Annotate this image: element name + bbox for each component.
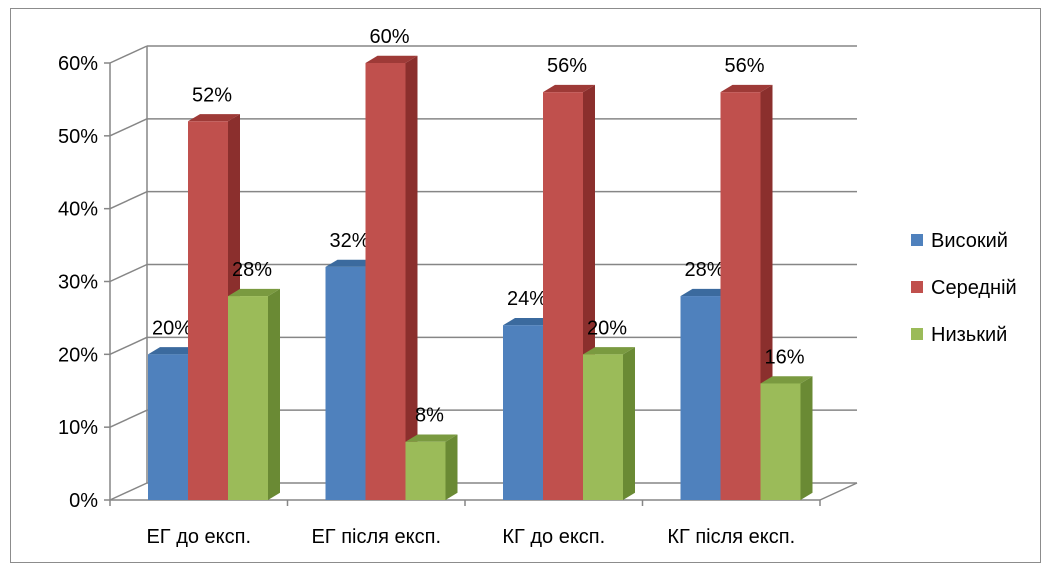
bar	[228, 296, 268, 500]
bar-top	[543, 84, 595, 93]
bar-side	[268, 288, 280, 500]
gridline-side	[109, 336, 148, 356]
y-tick-label: 10%	[58, 417, 98, 439]
data-label: 28%	[684, 259, 724, 281]
bar	[543, 92, 583, 500]
category-label: КГ до експ.	[502, 526, 605, 548]
data-label: 16%	[764, 346, 804, 368]
bar	[188, 121, 228, 501]
floor-right-edge	[819, 482, 858, 501]
y-tick-label: 60%	[58, 53, 98, 75]
bar	[325, 266, 366, 500]
bar-top	[720, 84, 773, 93]
bar-top	[583, 347, 635, 355]
legend-label: Середній	[931, 277, 1017, 299]
y-tick-label: 20%	[58, 344, 98, 366]
bar-top	[228, 288, 280, 297]
data-label: 20%	[587, 317, 627, 339]
data-label: 56%	[547, 55, 587, 77]
bar-top	[760, 376, 813, 384]
legend-label: Високий	[931, 230, 1008, 252]
gridline-side	[109, 190, 148, 210]
legend-label: Низький	[931, 324, 1007, 346]
legend-swatch	[911, 328, 923, 340]
data-label: 60%	[369, 26, 409, 48]
category-label: ЕГ після експ.	[311, 526, 441, 548]
data-label: 24%	[507, 288, 547, 310]
data-label: 28%	[232, 259, 272, 281]
data-label: 52%	[192, 84, 232, 106]
bar-side	[623, 347, 635, 500]
gridline-side	[109, 482, 148, 501]
gridline-side	[109, 45, 148, 64]
bar-top	[405, 434, 458, 442]
bar-top	[503, 318, 555, 326]
y-tick-label: 40%	[58, 199, 98, 221]
bar-side	[445, 434, 458, 500]
legend-swatch	[911, 281, 923, 293]
gridline-side	[109, 409, 148, 428]
gridline-side	[109, 263, 148, 283]
bar	[148, 354, 188, 500]
bar	[583, 354, 623, 500]
bar-side	[800, 376, 813, 500]
bar-top	[148, 347, 200, 355]
bar	[720, 92, 761, 500]
legend-swatch	[911, 234, 923, 246]
category-label: КГ після експ.	[667, 526, 795, 548]
gridline-side	[109, 118, 148, 137]
category-label: ЕГ до експ.	[146, 526, 251, 548]
data-label: 56%	[724, 55, 764, 77]
y-tick-label: 30%	[58, 272, 98, 294]
data-label: 20%	[152, 317, 192, 339]
bar	[405, 441, 446, 500]
bar-top	[325, 259, 378, 267]
bar	[680, 296, 721, 500]
y-tick-label: 0%	[69, 490, 98, 512]
bar	[503, 325, 543, 500]
data-label: 32%	[329, 230, 369, 252]
y-tick-label: 50%	[58, 126, 98, 148]
bar	[760, 383, 801, 500]
bar	[365, 63, 406, 500]
bar-top	[680, 288, 733, 297]
bar-top	[188, 114, 240, 122]
bar-top	[365, 55, 418, 63]
data-label: 8%	[415, 405, 444, 427]
bar-side	[405, 55, 418, 501]
